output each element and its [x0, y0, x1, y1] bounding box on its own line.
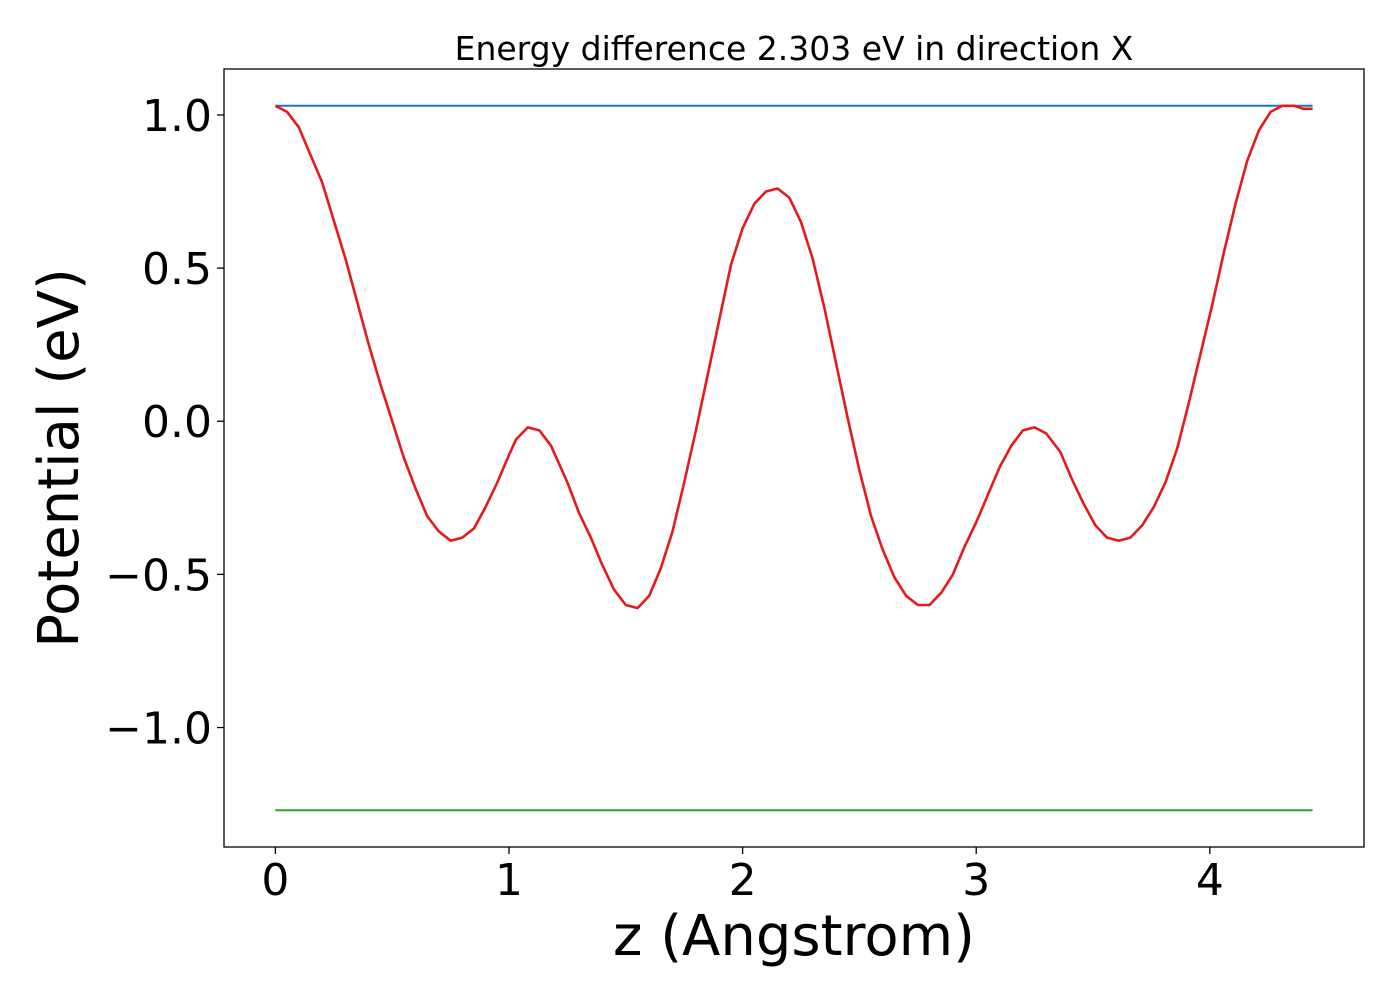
x-axis: 0 1 2 3 4 [261, 847, 1224, 906]
series-line-2 [274, 104, 1313, 610]
plot-frame [223, 68, 1365, 848]
x-axis-label: z (Angstrom) [613, 904, 975, 969]
y-tick-label: 1.0 [142, 91, 212, 142]
x-tick-label: 2 [729, 855, 757, 906]
series-layer [274, 104, 1313, 812]
x-tick-label: 0 [261, 855, 289, 906]
y-tick-label: 0.0 [142, 397, 212, 448]
x-tick-label: 3 [962, 855, 990, 906]
y-tick-label: 0.5 [142, 244, 212, 295]
y-tick-label: −0.5 [105, 550, 212, 601]
y-axis-label: Potential (eV) [27, 268, 92, 648]
x-tick-label: 1 [495, 855, 523, 906]
plot-area [223, 68, 1365, 848]
chart-title: Energy difference 2.303 eV in direction … [455, 29, 1134, 68]
x-tick-label: 4 [1196, 855, 1224, 906]
y-axis: 1.0 0.5 0.0 −0.5 −1.0 [105, 91, 224, 755]
y-tick-label: −1.0 [105, 704, 212, 755]
